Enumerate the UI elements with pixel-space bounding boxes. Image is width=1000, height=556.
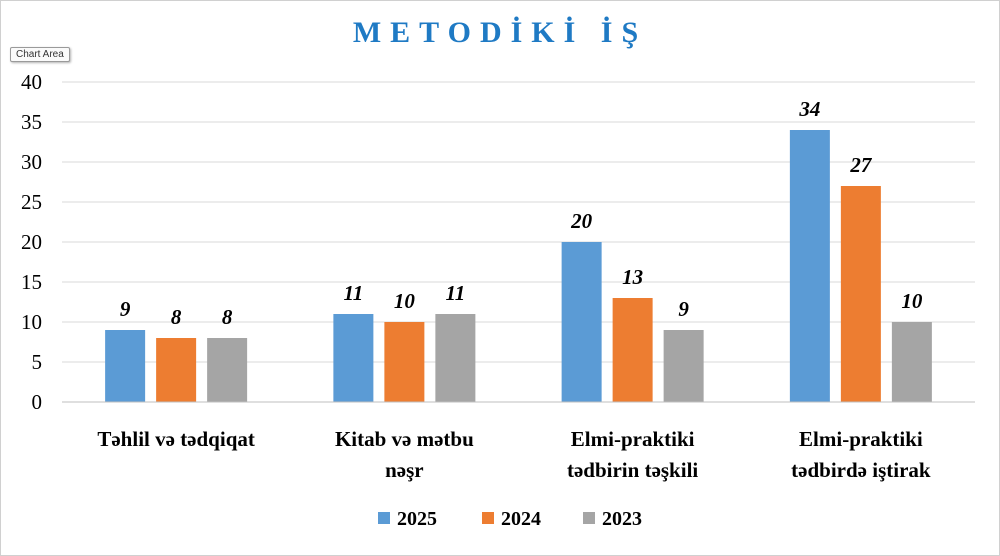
y-tick-label: 10 xyxy=(21,310,42,334)
data-label: 9 xyxy=(678,297,689,321)
y-tick-label: 25 xyxy=(21,190,42,214)
category-label: tədbirdə iştirak xyxy=(791,458,931,482)
category-label: Elmi-praktiki xyxy=(799,427,923,451)
y-tick-label: 15 xyxy=(21,270,42,294)
bar xyxy=(663,330,704,402)
data-label: 34 xyxy=(798,97,820,121)
legend-label: 2024 xyxy=(501,508,541,530)
y-tick-label: 20 xyxy=(21,230,42,254)
category-label: nəşr xyxy=(385,458,424,482)
category-label: Elmi-praktiki xyxy=(571,427,695,451)
legend-swatch xyxy=(583,512,595,524)
data-label: 8 xyxy=(222,305,233,329)
bar xyxy=(612,298,653,402)
chart-area-tooltip: Chart Area xyxy=(10,47,70,62)
data-label: 27 xyxy=(849,153,873,177)
category-label: tədbirin təşkili xyxy=(567,458,698,482)
data-label: 11 xyxy=(445,281,465,305)
legend-swatch xyxy=(378,512,390,524)
bar xyxy=(789,130,830,402)
legend-label: 2023 xyxy=(602,508,642,530)
data-label: 11 xyxy=(343,281,363,305)
data-label: 10 xyxy=(394,289,416,313)
y-tick-label: 40 xyxy=(21,70,42,94)
bar xyxy=(384,322,425,402)
bar xyxy=(435,314,476,402)
category-label: Kitab və mətbu xyxy=(335,427,474,451)
legend-label: 2025 xyxy=(397,508,437,530)
data-label: 10 xyxy=(901,289,923,313)
y-tick-label: 0 xyxy=(32,390,43,414)
y-tick-label: 30 xyxy=(21,150,42,174)
y-tick-label: 35 xyxy=(21,110,42,134)
y-tick-label: 5 xyxy=(32,350,43,374)
data-label: 8 xyxy=(171,305,182,329)
bar xyxy=(561,242,602,402)
data-label: 9 xyxy=(120,297,131,321)
bar xyxy=(156,338,197,402)
bar xyxy=(333,314,374,402)
data-label: 20 xyxy=(570,209,593,233)
category-label: Təhlil və tədqiqat xyxy=(97,427,255,451)
data-label: 13 xyxy=(622,265,643,289)
bar xyxy=(105,330,146,402)
legend-swatch xyxy=(482,512,494,524)
chart-title: METODİKİ İŞ xyxy=(352,16,648,49)
bar xyxy=(840,186,881,402)
bar xyxy=(207,338,248,402)
bar xyxy=(891,322,932,402)
